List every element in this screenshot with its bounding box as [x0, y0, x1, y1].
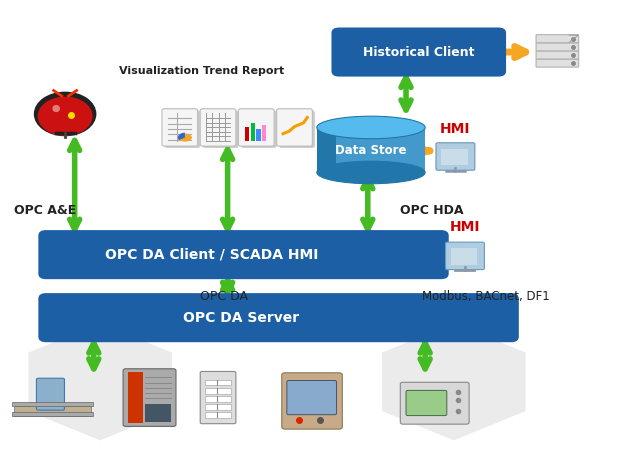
- FancyBboxPatch shape: [400, 382, 469, 424]
- FancyBboxPatch shape: [200, 371, 236, 424]
- FancyBboxPatch shape: [239, 109, 274, 146]
- Wedge shape: [38, 97, 92, 116]
- Text: OPC DA: OPC DA: [200, 290, 248, 303]
- FancyBboxPatch shape: [123, 369, 176, 426]
- FancyBboxPatch shape: [536, 51, 579, 59]
- Text: OPC DA Client / SCADA HMI: OPC DA Client / SCADA HMI: [105, 248, 319, 262]
- Ellipse shape: [317, 161, 425, 184]
- Bar: [127, 372, 143, 423]
- Bar: [145, 404, 171, 422]
- Bar: [12, 412, 93, 415]
- FancyBboxPatch shape: [241, 111, 276, 148]
- FancyBboxPatch shape: [200, 109, 236, 146]
- Text: HMI: HMI: [449, 220, 480, 234]
- FancyBboxPatch shape: [406, 390, 447, 415]
- Text: OPC A&E: OPC A&E: [14, 204, 76, 217]
- FancyBboxPatch shape: [164, 111, 200, 148]
- Bar: [256, 130, 260, 141]
- FancyBboxPatch shape: [162, 109, 198, 146]
- FancyBboxPatch shape: [536, 43, 579, 51]
- Text: Modbus, BACnet, DF1: Modbus, BACnet, DF1: [422, 290, 550, 303]
- FancyBboxPatch shape: [282, 373, 342, 429]
- FancyBboxPatch shape: [279, 111, 315, 148]
- FancyBboxPatch shape: [203, 111, 239, 148]
- Circle shape: [35, 92, 96, 135]
- Bar: [441, 149, 468, 165]
- Bar: [205, 404, 232, 410]
- FancyBboxPatch shape: [38, 230, 449, 279]
- Bar: [14, 406, 91, 415]
- FancyBboxPatch shape: [436, 143, 475, 170]
- FancyBboxPatch shape: [287, 381, 337, 414]
- Circle shape: [38, 97, 92, 135]
- Text: OPC DA Server: OPC DA Server: [183, 311, 300, 325]
- Bar: [262, 125, 266, 141]
- Bar: [205, 388, 232, 394]
- Ellipse shape: [317, 116, 425, 139]
- Bar: [250, 123, 255, 141]
- Ellipse shape: [52, 105, 60, 112]
- Bar: [451, 248, 477, 265]
- Text: Visualization Trend Report: Visualization Trend Report: [120, 66, 285, 76]
- FancyBboxPatch shape: [445, 242, 484, 270]
- Text: HMI: HMI: [440, 121, 470, 135]
- FancyBboxPatch shape: [276, 109, 312, 146]
- Text: Historical Client: Historical Client: [363, 46, 474, 58]
- Ellipse shape: [178, 134, 192, 142]
- Bar: [317, 127, 425, 173]
- Text: Data Store: Data Store: [335, 145, 407, 157]
- FancyBboxPatch shape: [36, 378, 65, 410]
- Bar: [205, 380, 232, 386]
- Bar: [205, 396, 232, 402]
- Bar: [205, 412, 232, 418]
- Wedge shape: [178, 133, 185, 140]
- Bar: [12, 402, 93, 406]
- FancyBboxPatch shape: [536, 35, 579, 43]
- FancyBboxPatch shape: [38, 293, 519, 342]
- FancyBboxPatch shape: [332, 28, 506, 77]
- FancyBboxPatch shape: [536, 59, 579, 67]
- Text: OPC HDA: OPC HDA: [399, 204, 463, 217]
- Bar: [317, 127, 336, 173]
- Bar: [245, 127, 249, 141]
